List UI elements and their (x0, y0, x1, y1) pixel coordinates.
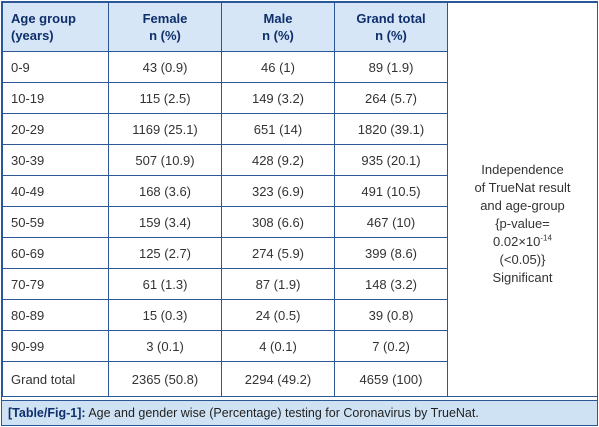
table-row: 10-19 115 (2.5) 149 (3.2) 264 (5.7) (2, 82, 598, 114)
header-age-line1: Age group (11, 11, 76, 26)
cell-female: 15 (0.3) (108, 299, 222, 331)
header-grand-total: Grand total n (%) (334, 2, 448, 52)
cell-female: 125 (2.7) (108, 237, 222, 269)
cell-female: 1169 (25.1) (108, 113, 222, 145)
cell-age: 60-69 (2, 237, 109, 269)
cell-age: 50-59 (2, 206, 109, 238)
cell-male: 87 (1.9) (221, 268, 335, 300)
cell-female: 3 (0.1) (108, 330, 222, 362)
cell-age: 30-39 (2, 144, 109, 176)
header-female: Female n (%) (108, 2, 222, 52)
cell-male: 149 (3.2) (221, 82, 335, 114)
cell-female: 43 (0.9) (108, 51, 222, 83)
note-line1: Independence (481, 161, 564, 177)
cell-total: 1820 (39.1) (334, 113, 448, 145)
cell-male: 323 (6.9) (221, 175, 335, 207)
age-gender-table: Age group (years) Female n (%) Male n (%… (2, 2, 598, 397)
note-line5-exponent: -14 (540, 233, 552, 243)
cell-total: 7 (0.2) (334, 330, 448, 362)
cell-grand-total-male: 2294 (49.2) (221, 361, 335, 397)
note-line6: (<0.05)} (499, 251, 546, 267)
cell-total: 148 (3.2) (334, 268, 448, 300)
cell-male: 308 (6.6) (221, 206, 335, 238)
cell-female: 507 (10.9) (108, 144, 222, 176)
header-male-line1: Male (263, 11, 293, 26)
significance-note: Independence of TrueNat result and age-g… (447, 51, 598, 397)
cell-male: 46 (1) (221, 51, 335, 83)
cell-female: 115 (2.5) (108, 82, 222, 114)
table-row: 50-59 159 (3.4) 308 (6.6) 467 (10) (2, 206, 598, 238)
header-male: Male n (%) (221, 2, 335, 52)
header-age-line2: (years) (11, 28, 54, 43)
figure-caption: [Table/Fig-1]: Age and gender wise (Perc… (2, 400, 597, 425)
cell-total: 264 (5.7) (334, 82, 448, 114)
note-line2: of TrueNat result (474, 179, 571, 195)
cell-male: 24 (0.5) (221, 299, 335, 331)
cell-grand-total-all: 4659 (100) (334, 361, 448, 397)
header-male-line2: n (%) (262, 28, 294, 43)
table-row: 70-79 61 (1.3) 87 (1.9) 148 (3.2) (2, 268, 598, 300)
header-note-blank (447, 2, 598, 52)
table-row: 80-89 15 (0.3) 24 (0.5) 39 (0.8) (2, 299, 598, 331)
note-line5: 0.02×10-14 (452, 233, 593, 251)
caption-text: Age and gender wise (Percentage) testing… (88, 406, 479, 420)
cell-male: 274 (5.9) (221, 237, 335, 269)
cell-female: 168 (3.6) (108, 175, 222, 207)
cell-age: 20-29 (2, 113, 109, 145)
cell-female: 61 (1.3) (108, 268, 222, 300)
header-female-line1: Female (142, 11, 188, 26)
note-line7: Significant (492, 269, 553, 285)
cell-age: 70-79 (2, 268, 109, 300)
table-row: 30-39 507 (10.9) 428 (9.2) 935 (20.1) (2, 144, 598, 176)
note-line5-base: 0.02×10 (493, 233, 541, 249)
table-row: 0-9 43 (0.9) 46 (1) 89 (1.9) Independenc… (2, 51, 598, 397)
header-row: Age group (years) Female n (%) Male n (%… (2, 2, 598, 52)
cell-age: 90-99 (2, 330, 109, 362)
header-age-group: Age group (years) (2, 2, 109, 52)
table-row: 40-49 168 (3.6) 323 (6.9) 491 (10.5) (2, 175, 598, 207)
header-total-line2: n (%) (375, 28, 407, 43)
header-total-line1: Grand total (356, 11, 426, 26)
cell-male: 4 (0.1) (221, 330, 335, 362)
grand-total-row: Grand total 2365 (50.8) 2294 (49.2) 4659… (2, 361, 598, 397)
cell-age: 10-19 (2, 82, 109, 114)
note-line4: {p-value= (495, 215, 550, 231)
cell-age: 0-9 (2, 51, 109, 83)
cell-total: 491 (10.5) (334, 175, 448, 207)
table-row: 60-69 125 (2.7) 274 (5.9) 399 (8.6) (2, 237, 598, 269)
cell-total: 935 (20.1) (334, 144, 448, 176)
cell-age: 80-89 (2, 299, 109, 331)
cell-total: 89 (1.9) (334, 51, 448, 83)
note-line3: and age-group (480, 197, 565, 213)
table-row: 20-29 1169 (25.1) 651 (14) 1820 (39.1) (2, 113, 598, 145)
cell-total: 399 (8.6) (334, 237, 448, 269)
cell-male: 428 (9.2) (221, 144, 335, 176)
header-female-line2: n (%) (149, 28, 181, 43)
cell-total: 39 (0.8) (334, 299, 448, 331)
cell-grand-total-label: Grand total (2, 361, 109, 397)
cell-male: 651 (14) (221, 113, 335, 145)
caption-tag: [Table/Fig-1]: (8, 406, 86, 420)
cell-female: 159 (3.4) (108, 206, 222, 238)
cell-grand-total-female: 2365 (50.8) (108, 361, 222, 397)
cell-total: 467 (10) (334, 206, 448, 238)
cell-age: 40-49 (2, 175, 109, 207)
